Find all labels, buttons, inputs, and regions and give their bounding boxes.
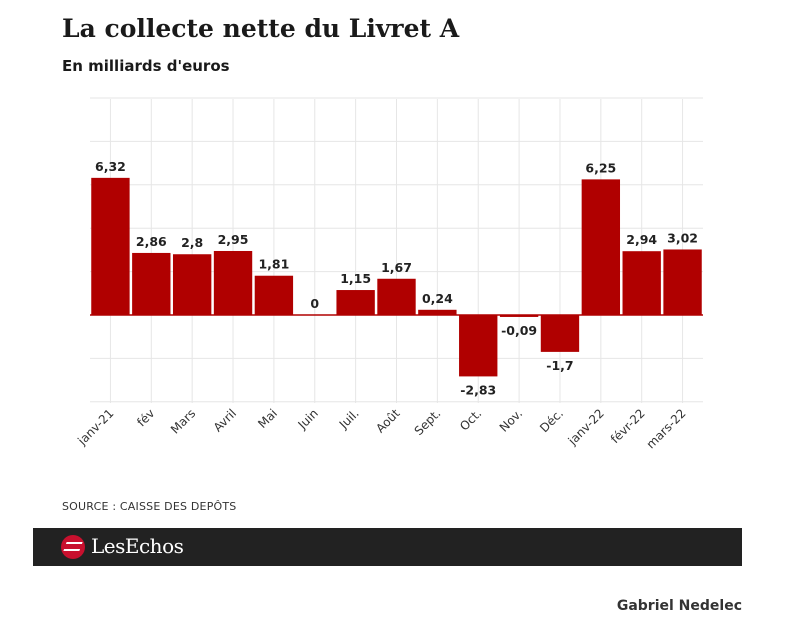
source-note: SOURCE : CAISSE DES DEPÔTS	[62, 500, 237, 513]
x-tick-label: mars-22	[644, 406, 689, 451]
x-tick-label: Oct.	[457, 406, 484, 433]
chart-title: La collecte nette du Livret A	[62, 14, 460, 43]
x-tick-label: Déc.	[537, 406, 566, 435]
x-tick-label: févr-22	[608, 406, 648, 446]
x-tick-label: fév	[134, 406, 157, 429]
bar	[91, 177, 130, 315]
x-tick-label: janv-21	[74, 406, 116, 448]
bar-chart: 6,32 2,86 2,8 2,95 1,81 0 1,15 1,67 0,24 -2,83 -0,…	[74, 97, 703, 451]
bar	[581, 179, 621, 315]
les-echos-logo-icon	[61, 535, 85, 559]
bar	[622, 251, 661, 315]
data-label: 0,24	[422, 291, 453, 306]
bar	[377, 278, 416, 315]
x-tick-label: Mars	[168, 406, 198, 436]
bar	[663, 249, 702, 315]
x-tick-label: Nov.	[497, 406, 526, 435]
data-label: 1,81	[258, 257, 289, 272]
x-tick-label: Mai	[255, 406, 280, 431]
data-label: -0,09	[501, 323, 537, 338]
chart-subtitle: En milliards d'euros	[62, 57, 230, 75]
bar	[418, 309, 457, 315]
data-label: 2,95	[218, 232, 249, 247]
data-label: 1,67	[381, 260, 412, 275]
bar	[213, 250, 253, 315]
data-label: 1,15	[340, 271, 371, 286]
brand-logo-text: LesEchos	[91, 534, 184, 558]
data-label: -1,7	[546, 358, 573, 373]
bar	[336, 290, 375, 315]
x-tick-label: Juil.	[336, 406, 362, 432]
bar	[459, 315, 498, 377]
bar	[254, 275, 294, 315]
x-tick-label: janv-22	[565, 406, 607, 448]
x-tick-label: Sept.	[412, 406, 444, 438]
bar	[172, 254, 212, 315]
data-label: 6,32	[95, 159, 126, 174]
data-label: 0	[310, 296, 319, 311]
data-label: 3,02	[667, 230, 698, 245]
footer-bar: LesEchos	[33, 528, 742, 566]
bar	[499, 315, 539, 317]
data-label: 6,25	[585, 160, 616, 175]
x-tick-label: Avril	[211, 406, 239, 434]
data-label: 2,94	[626, 232, 657, 247]
data-label: 2,8	[181, 235, 203, 250]
author-credit: Gabriel Nedelec	[616, 598, 742, 614]
bar	[132, 252, 171, 315]
data-label: 2,86	[136, 234, 167, 249]
bar	[540, 315, 580, 352]
x-tick-label: Juin	[295, 406, 321, 432]
x-tick-label: Août	[373, 406, 403, 436]
data-label: -2,83	[460, 382, 496, 397]
